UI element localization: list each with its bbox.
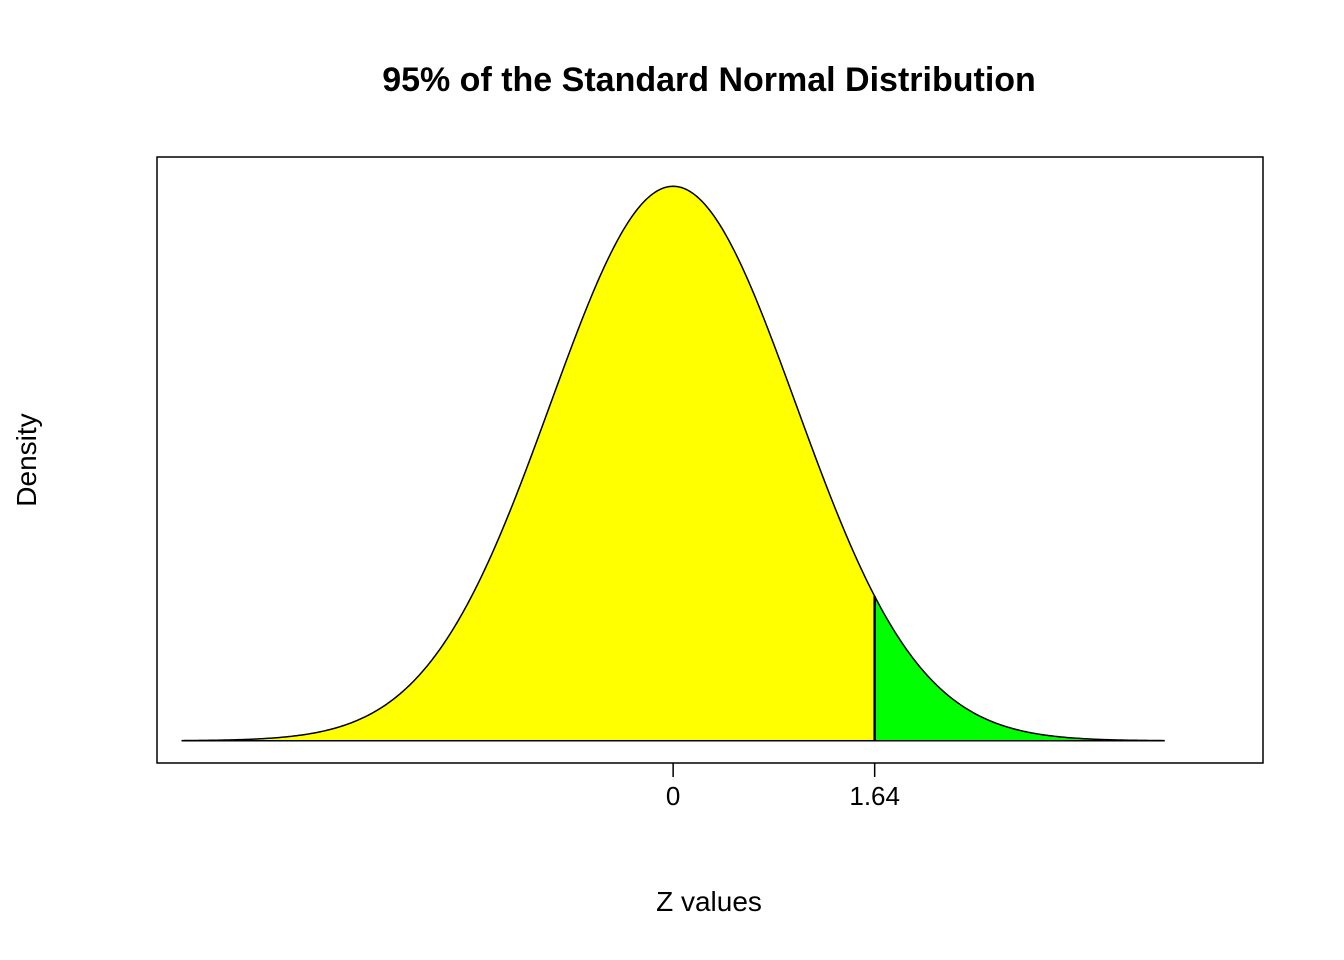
x-tick-label: 1.64 [849,781,900,811]
area-green-tail-region [874,596,1165,741]
plot-frame [156,156,1264,764]
x-axis: 0 1.64 [666,763,900,811]
area-yellow-region [181,186,875,741]
y-axis-label: Density [11,413,42,506]
chart-title: 95% of the Standard Normal Distribution [382,61,1036,99]
x-axis-label: Z values [656,886,762,917]
density-curve-line [181,185,1165,742]
x-tick-label: 0 [666,781,680,811]
